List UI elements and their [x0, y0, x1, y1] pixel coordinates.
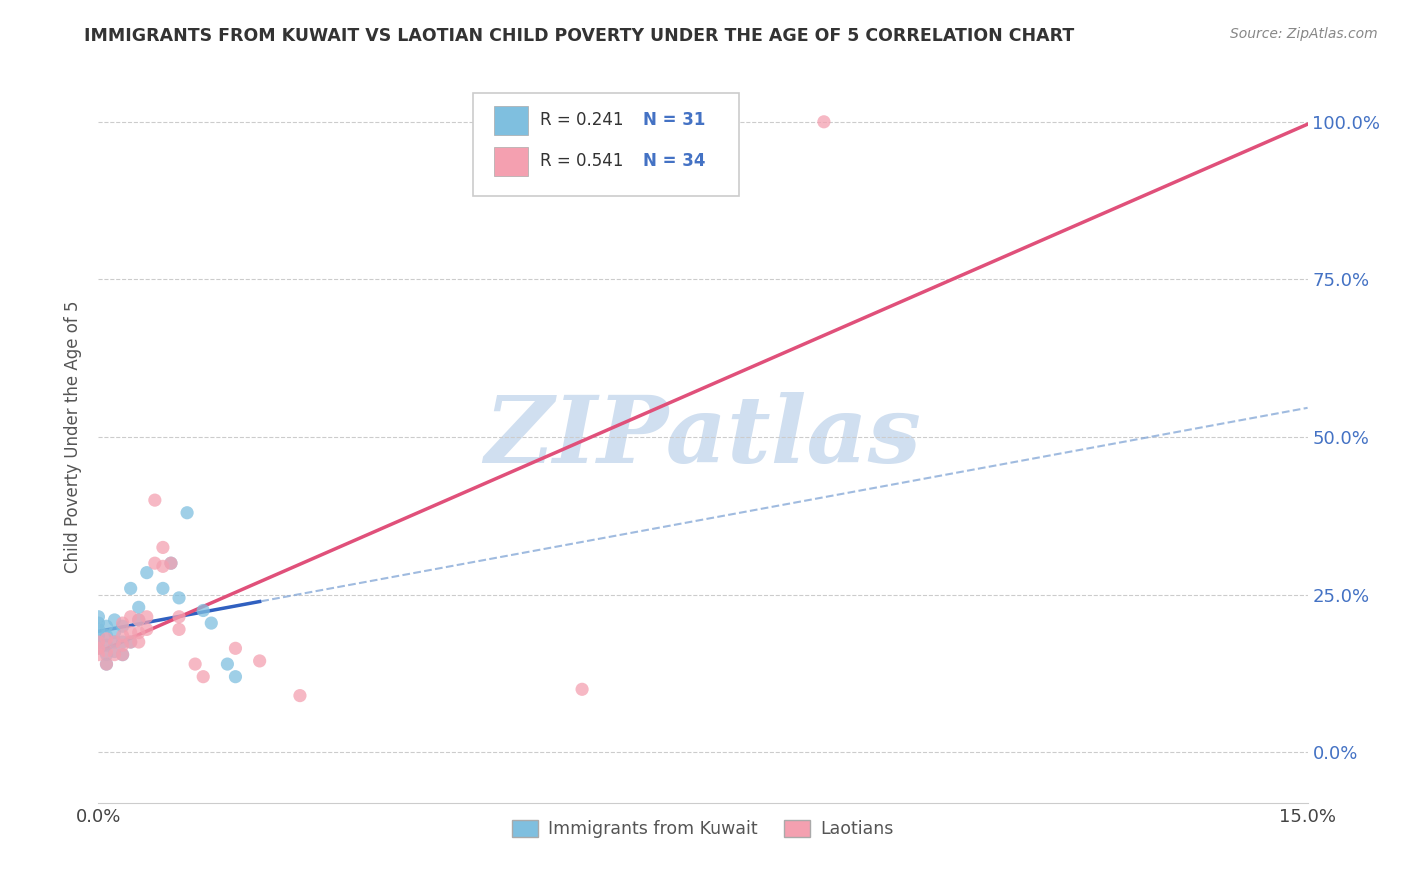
FancyBboxPatch shape — [494, 146, 527, 176]
Point — [120, 635, 142, 649]
Point — [111, 635, 134, 649]
Point — [96, 629, 118, 643]
Point — [120, 625, 142, 640]
Point — [103, 635, 125, 649]
Point — [120, 635, 142, 649]
Legend: Immigrants from Kuwait, Laotians: Immigrants from Kuwait, Laotians — [505, 813, 901, 846]
Point — [96, 657, 118, 671]
Point — [128, 625, 150, 640]
Point — [103, 644, 125, 658]
Point — [87, 641, 110, 656]
Point — [87, 609, 110, 624]
Point — [96, 648, 118, 662]
Point — [103, 613, 125, 627]
Text: Source: ZipAtlas.com: Source: ZipAtlas.com — [1230, 27, 1378, 41]
Point — [111, 648, 134, 662]
Point — [103, 635, 125, 649]
Point — [128, 600, 150, 615]
Point — [135, 609, 157, 624]
Text: R = 0.241: R = 0.241 — [540, 112, 623, 129]
Point — [103, 648, 125, 662]
Text: ZIPatlas: ZIPatlas — [485, 392, 921, 482]
Point — [176, 506, 198, 520]
Point — [184, 657, 207, 671]
Point — [224, 641, 246, 656]
Point — [135, 623, 157, 637]
Point — [87, 629, 110, 643]
Point — [200, 616, 222, 631]
Point — [96, 638, 118, 652]
Point — [152, 541, 174, 555]
Point — [120, 609, 142, 624]
Point — [96, 644, 118, 658]
Text: N = 31: N = 31 — [643, 112, 704, 129]
Point — [167, 609, 190, 624]
Point — [160, 556, 183, 570]
Point — [193, 603, 215, 617]
Point — [87, 641, 110, 656]
Point — [813, 115, 835, 129]
Point — [217, 657, 239, 671]
Point — [96, 632, 118, 646]
Point — [128, 635, 150, 649]
Point — [249, 654, 271, 668]
FancyBboxPatch shape — [494, 106, 527, 135]
Point — [143, 493, 166, 508]
Point — [571, 682, 593, 697]
Point — [143, 556, 166, 570]
Point — [87, 623, 110, 637]
Point — [120, 582, 142, 596]
Point — [111, 616, 134, 631]
Point — [111, 638, 134, 652]
Point — [152, 559, 174, 574]
Text: IMMIGRANTS FROM KUWAIT VS LAOTIAN CHILD POVERTY UNDER THE AGE OF 5 CORRELATION C: IMMIGRANTS FROM KUWAIT VS LAOTIAN CHILD … — [84, 27, 1074, 45]
FancyBboxPatch shape — [474, 94, 740, 195]
Point — [193, 670, 215, 684]
Point — [288, 689, 311, 703]
Text: N = 34: N = 34 — [643, 153, 704, 170]
Point — [167, 591, 190, 605]
Point — [87, 616, 110, 631]
Point — [87, 635, 110, 649]
Point — [160, 556, 183, 570]
Point — [111, 619, 134, 633]
Point — [103, 625, 125, 640]
Text: R = 0.541: R = 0.541 — [540, 153, 623, 170]
Point — [111, 648, 134, 662]
Y-axis label: Child Poverty Under the Age of 5: Child Poverty Under the Age of 5 — [65, 301, 83, 574]
Point — [128, 613, 150, 627]
Point — [96, 657, 118, 671]
Point — [224, 670, 246, 684]
Point — [167, 623, 190, 637]
Point — [96, 619, 118, 633]
Point — [87, 648, 110, 662]
Point — [128, 613, 150, 627]
Point — [135, 566, 157, 580]
Point — [152, 582, 174, 596]
Point — [111, 629, 134, 643]
Point — [87, 635, 110, 649]
